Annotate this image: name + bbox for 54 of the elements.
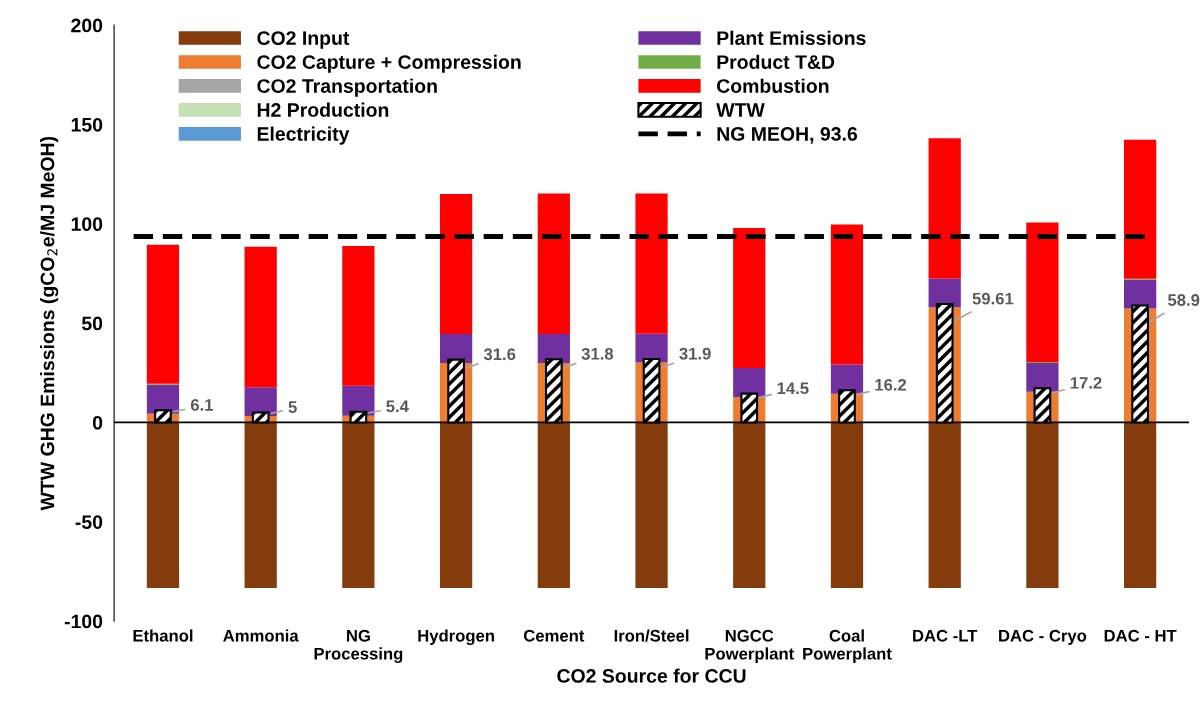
bar (928, 138, 961, 279)
legend-label: NG MEOH, 93.6 (717, 127, 858, 144)
y-tick-label: 0 (92, 415, 103, 430)
bar (439, 193, 473, 335)
y-tick-label: 50 (81, 316, 103, 331)
x-tick-label: Ethanol (133, 629, 193, 642)
legend-label: CO2 Input (257, 31, 350, 49)
x-tick-label: DAC - Cryo (999, 629, 1087, 645)
y-tick-label: 100 (71, 217, 103, 232)
y-axis-title: WTW GHG Emissions (gCO$_{2}$e/MJ MeOH) (40, 136, 59, 511)
data-label: 59.61 (972, 292, 1014, 305)
x-tick-label: Cement (523, 629, 585, 642)
bar (830, 224, 864, 365)
legend-label: Plant Emissions (717, 30, 866, 45)
legend-label: H2 Production (257, 102, 389, 117)
y-tick-label: -50 (75, 515, 103, 529)
legend-label: Electricity (257, 126, 350, 145)
bar (1124, 279, 1157, 309)
data-label: 14.5 (777, 382, 809, 395)
x-tick-label: NGCC Powerplant (705, 629, 794, 663)
x-axis-title: CO2 Source for CCU (557, 668, 746, 683)
x-tick-label: Coal Powerplant (803, 629, 892, 663)
y-tick-label: -100 (64, 614, 103, 629)
data-label: 5 (288, 401, 297, 413)
x-tick-label: Iron/Steel (614, 629, 689, 642)
data-label: 58.9 (1168, 294, 1200, 306)
legend-label: Product T&D (717, 54, 835, 69)
legend-label: WTW (716, 103, 765, 117)
bar (1124, 139, 1157, 279)
bar (635, 193, 668, 334)
bar (342, 246, 375, 386)
x-tick-label: DAC -LT (913, 629, 978, 642)
data-label: 6.1 (190, 399, 214, 411)
legend-label: CO2 Capture + Compression (257, 54, 521, 73)
legend-label: CO2 Transportation (257, 78, 437, 97)
data-label: 31.9 (679, 347, 711, 360)
bar (244, 246, 277, 388)
data-label: 31.6 (483, 348, 516, 361)
y-tick-label: 200 (71, 18, 103, 33)
bar (537, 193, 570, 335)
x-tick-label: Hydrogen (418, 629, 494, 646)
legend-label: Combustion (716, 78, 829, 93)
bar (733, 227, 766, 368)
bar (928, 278, 961, 308)
x-tick-label: NG Processing (314, 629, 403, 663)
data-label: 31.8 (581, 347, 614, 360)
bar (1026, 222, 1059, 363)
data-label: 16.2 (875, 378, 907, 391)
bar (146, 244, 180, 384)
x-tick-label: DAC - HT (1104, 629, 1177, 642)
x-tick-label: Ammonia (223, 629, 299, 642)
data-label: 17.2 (1070, 376, 1102, 389)
y-tick-label: 150 (71, 117, 103, 132)
data-label: 5.4 (386, 400, 409, 413)
